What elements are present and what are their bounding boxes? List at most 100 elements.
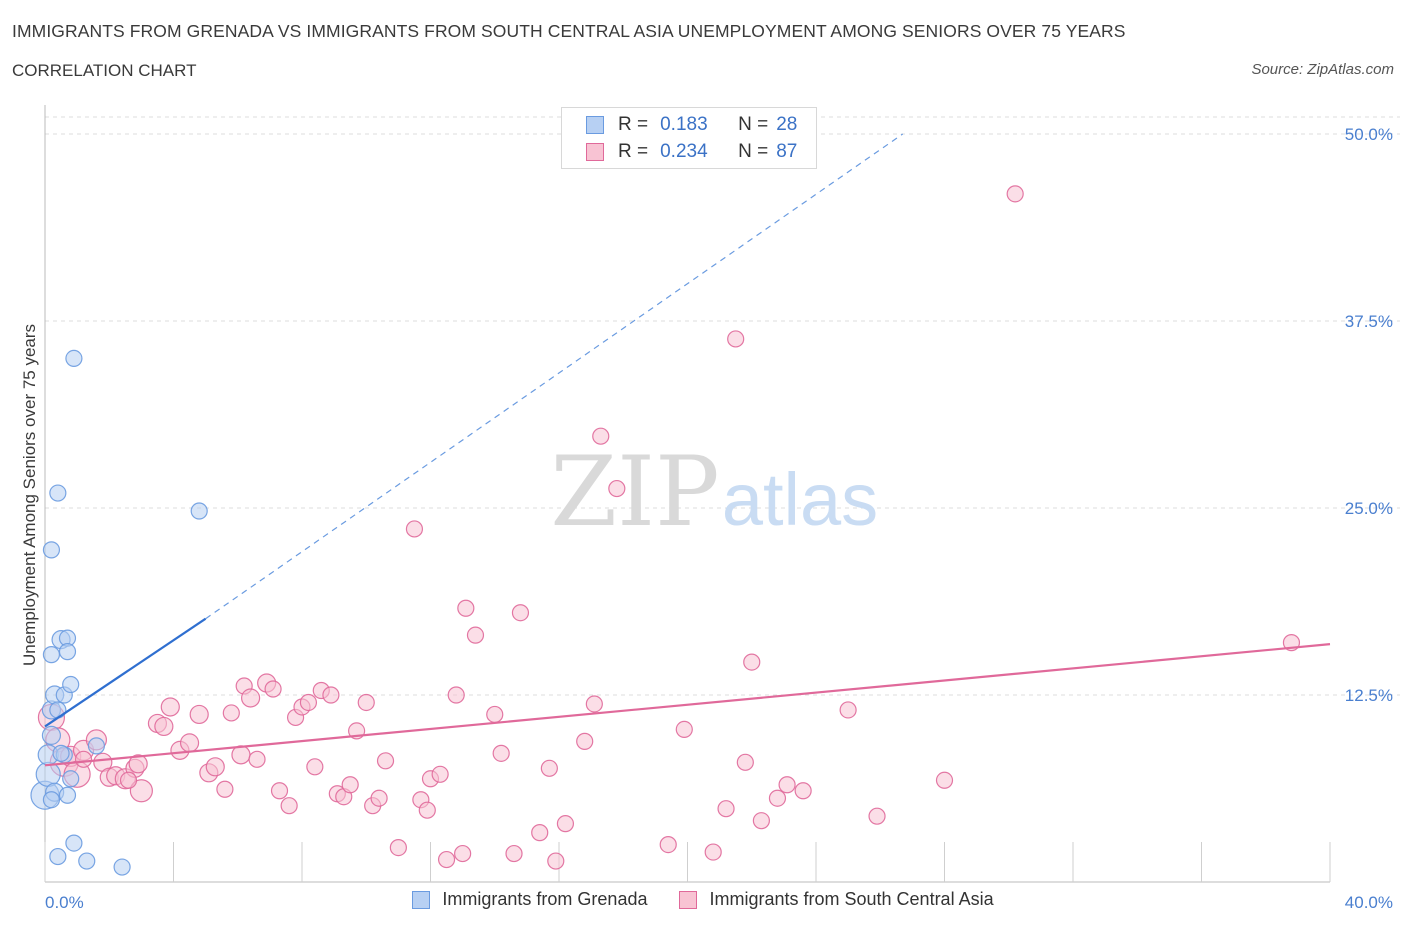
point-south-central-asia bbox=[454, 844, 472, 863]
point-south-central-asia bbox=[154, 716, 174, 737]
legend-label-south-central-asia: Immigrants from South Central Asia bbox=[709, 889, 994, 909]
grid-lines bbox=[45, 116, 1400, 696]
point-south-central-asia bbox=[405, 520, 424, 538]
point-grenada bbox=[65, 349, 83, 367]
chart-subtitle: CORRELATION CHART bbox=[12, 61, 197, 80]
point-south-central-asia bbox=[431, 765, 449, 783]
watermark: ZIP atlas bbox=[550, 436, 878, 548]
point-south-central-asia bbox=[752, 812, 770, 830]
legend-swatch-grenada bbox=[586, 116, 604, 134]
trend-lines bbox=[44, 133, 1331, 767]
point-grenada bbox=[65, 834, 83, 852]
point-south-central-asia bbox=[376, 752, 395, 770]
watermark-atlas: atlas bbox=[722, 458, 878, 541]
point-grenada bbox=[87, 737, 106, 755]
point-south-central-asia bbox=[179, 733, 200, 753]
x-tick-label: 0.0% bbox=[45, 893, 84, 912]
point-south-central-asia bbox=[241, 688, 261, 708]
stats-legend: R = 0.183 N = 28 R = 0.234 N = 87 bbox=[561, 107, 817, 169]
point-south-central-asia bbox=[341, 776, 359, 794]
point-south-central-asia bbox=[270, 782, 289, 800]
point-grenada bbox=[58, 643, 77, 661]
point-grenada bbox=[42, 541, 61, 559]
point-south-central-asia bbox=[505, 844, 523, 863]
n-value: 87 bbox=[776, 141, 798, 162]
point-south-central-asia bbox=[231, 745, 251, 765]
point-south-central-asia bbox=[264, 680, 282, 698]
point-south-central-asia bbox=[189, 704, 209, 725]
point-south-central-asia bbox=[794, 782, 812, 800]
point-grenada bbox=[113, 858, 131, 876]
point-south-central-asia bbox=[585, 695, 603, 713]
series-grenada-points bbox=[30, 349, 208, 876]
point-south-central-asia bbox=[486, 705, 504, 724]
point-grenada bbox=[42, 646, 61, 664]
r-value: 0.234 bbox=[660, 141, 708, 162]
point-grenada bbox=[42, 791, 61, 809]
point-grenada bbox=[62, 770, 80, 788]
point-south-central-asia bbox=[128, 754, 148, 774]
point-grenada bbox=[49, 484, 67, 502]
legend-item-south-central-asia[interactable]: Immigrants from South Central Asia bbox=[679, 889, 994, 910]
point-south-central-asia bbox=[592, 427, 610, 445]
source-credit: Source: ZipAtlas.com bbox=[1251, 61, 1394, 78]
point-south-central-asia bbox=[466, 626, 485, 644]
legend-swatch-south-central-asia bbox=[679, 890, 698, 909]
point-south-central-asia bbox=[778, 776, 796, 794]
point-grenada bbox=[190, 502, 208, 520]
point-south-central-asia bbox=[547, 852, 565, 870]
point-south-central-asia bbox=[1006, 185, 1024, 203]
point-south-central-asia bbox=[727, 330, 745, 348]
point-south-central-asia bbox=[357, 693, 375, 712]
r-value: 0.183 bbox=[660, 114, 708, 135]
n-value: 28 bbox=[776, 114, 798, 135]
stats-legend-row-grenada: R = 0.183 N = 28 bbox=[586, 113, 797, 137]
legend-item-grenada[interactable]: Immigrants from Grenada bbox=[412, 889, 647, 910]
point-south-central-asia bbox=[675, 720, 693, 739]
axes bbox=[44, 105, 1331, 883]
x-tick-label: 40.0% bbox=[1345, 893, 1393, 912]
chart-title: IMMIGRANTS FROM GRENADA VS IMMIGRANTS FR… bbox=[12, 21, 1126, 41]
point-south-central-asia bbox=[492, 744, 510, 762]
point-south-central-asia bbox=[389, 838, 407, 857]
bottom-legend: Immigrants from Grenada Immigrants from … bbox=[0, 889, 1406, 910]
point-south-central-asia bbox=[418, 801, 436, 819]
point-south-central-asia bbox=[370, 789, 388, 807]
n-label: N = bbox=[738, 141, 769, 162]
r-label: R = bbox=[618, 114, 649, 135]
point-south-central-asia bbox=[659, 835, 677, 854]
point-south-central-asia bbox=[119, 771, 138, 789]
point-south-central-asia bbox=[447, 686, 465, 704]
point-south-central-asia bbox=[531, 824, 549, 842]
watermark-zip: ZIP bbox=[550, 436, 719, 548]
point-south-central-asia bbox=[540, 759, 558, 777]
point-south-central-asia bbox=[457, 599, 475, 617]
y-tick-label: 25.0% bbox=[1345, 499, 1393, 518]
point-south-central-asia bbox=[280, 797, 298, 815]
y-axis-label: Unemployment Among Seniors over 75 years bbox=[20, 324, 39, 666]
point-south-central-asia bbox=[74, 750, 93, 768]
legend-label-grenada: Immigrants from Grenada bbox=[442, 889, 648, 909]
y-tick-label: 12.5% bbox=[1345, 686, 1393, 705]
trend-line-grenada bbox=[44, 617, 207, 728]
point-south-central-asia bbox=[556, 815, 575, 833]
point-south-central-asia bbox=[704, 843, 722, 861]
point-south-central-asia bbox=[736, 753, 754, 771]
point-grenada bbox=[49, 847, 67, 866]
trend-line-south-central-asia bbox=[44, 643, 1331, 767]
point-south-central-asia bbox=[608, 479, 626, 498]
point-grenada bbox=[41, 725, 62, 745]
point-south-central-asia bbox=[299, 693, 318, 712]
legend-swatch-grenada bbox=[412, 890, 431, 909]
point-grenada bbox=[62, 675, 80, 694]
y-tick-label: 50.0% bbox=[1345, 125, 1393, 144]
point-south-central-asia bbox=[839, 701, 857, 719]
r-label: R = bbox=[618, 141, 649, 162]
point-south-central-asia bbox=[768, 789, 787, 807]
point-south-central-asia bbox=[868, 807, 886, 825]
point-south-central-asia bbox=[216, 780, 234, 798]
tick-labels: 12.5% 25.0% 37.5% 50.0% 0.0% 40.0% bbox=[45, 125, 1393, 912]
point-grenada bbox=[52, 744, 70, 762]
n-label: N = bbox=[738, 114, 769, 135]
